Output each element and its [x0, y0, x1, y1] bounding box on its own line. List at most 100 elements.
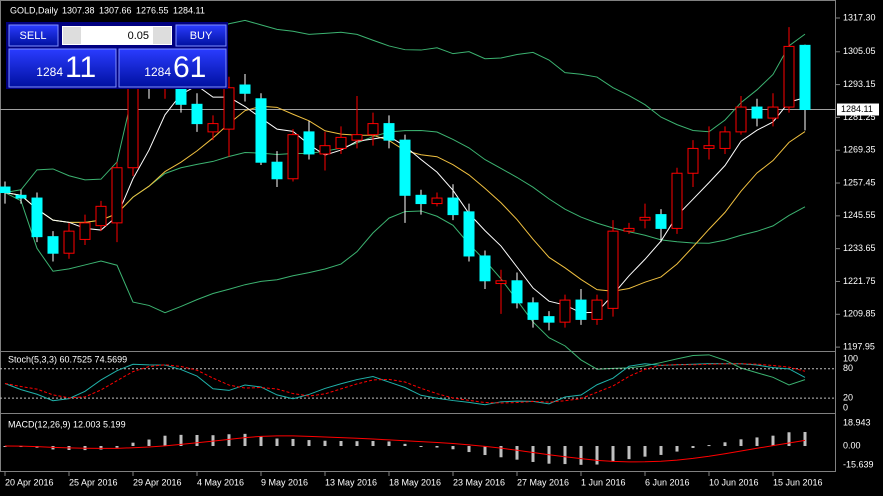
- macd-signal: [4, 435, 806, 463]
- macd-bar: [211, 435, 215, 447]
- macd-bar: [403, 443, 407, 447]
- candle-body: [527, 302, 539, 320]
- macd-bar: [755, 437, 759, 447]
- candle-body: [47, 236, 59, 254]
- candle-body: [63, 230, 75, 254]
- macd-bar: [531, 446, 535, 462]
- stoch-tick-label: 100: [843, 353, 858, 363]
- stoch-tick-label: 0: [843, 402, 848, 412]
- symbol-title: GOLD,Daily: [10, 5, 59, 15]
- macd-bar: [163, 435, 167, 447]
- candle-body: [799, 44, 811, 111]
- candle-body: [319, 145, 331, 155]
- x-tick-label: 9 May 2016: [261, 477, 308, 487]
- header-value: 1307.38: [62, 5, 95, 15]
- macd-bar: [355, 441, 359, 447]
- candle-body: [95, 205, 107, 227]
- macd-bar: [387, 441, 391, 447]
- macd-tick-label: -15.639: [843, 459, 874, 469]
- price-label-bg: [837, 103, 879, 116]
- candle-body: [479, 255, 491, 282]
- macd-bar: [243, 433, 247, 447]
- macd-bar: [467, 446, 471, 453]
- macd-bar: [595, 446, 599, 465]
- y-tick-label: 1209.85: [843, 309, 876, 319]
- macd-bar: [371, 440, 375, 447]
- candle-body: [463, 211, 475, 257]
- candle-body: [0, 186, 11, 194]
- y-tick-label: 1269.35: [843, 145, 876, 155]
- macd-bar: [723, 442, 727, 447]
- candle-body: [511, 280, 523, 304]
- candle-body: [671, 172, 683, 229]
- macd-bar: [563, 446, 567, 465]
- macd-bar: [659, 446, 663, 455]
- x-tick-label: 27 May 2016: [517, 477, 569, 487]
- candle-body: [623, 227, 635, 232]
- price-label: 1284.11: [841, 104, 873, 114]
- ask-small[interactable]: 61: [173, 51, 206, 84]
- x-tick-label: 6 Jun 2016: [645, 477, 690, 487]
- bid-small[interactable]: 11: [65, 51, 96, 84]
- macd-bar: [147, 439, 151, 447]
- bid-box[interactable]: [8, 48, 117, 88]
- macd-bar: [275, 438, 279, 447]
- macd-bar: [707, 445, 711, 447]
- macd-bar: [771, 435, 775, 447]
- candle-body: [719, 131, 731, 149]
- y-tick-label: 1257.45: [843, 177, 876, 187]
- macd-bar: [627, 446, 631, 460]
- candle-body: [431, 197, 443, 205]
- candle-body: [223, 87, 235, 130]
- macd-bar: [515, 446, 519, 460]
- macd-bar: [99, 446, 103, 450]
- candle-body: [351, 134, 363, 141]
- y-tick-label: 1221.75: [843, 276, 876, 286]
- stoch-k: [4, 363, 806, 406]
- candle-body: [399, 139, 411, 196]
- candle-body: [335, 136, 347, 149]
- macd-bar: [787, 432, 791, 447]
- candle-body: [191, 103, 203, 125]
- buy-label[interactable]: BUY: [190, 30, 213, 42]
- candle-body: [703, 145, 715, 149]
- y-tick-label: 1281.25: [843, 112, 876, 122]
- macd-bar: [499, 446, 503, 458]
- bid-big[interactable]: 1284: [36, 65, 63, 79]
- x-tick-label: 18 May 2016: [389, 477, 441, 487]
- macd-bar: [435, 446, 439, 448]
- x-tick-label: 15 Jun 2016: [773, 477, 823, 487]
- macd-bar: [339, 441, 343, 447]
- sell-button[interactable]: [8, 24, 59, 47]
- lot-up[interactable]: [153, 27, 171, 44]
- x-tick-label: 1 Jun 2016: [581, 477, 626, 487]
- macd-bar: [227, 434, 231, 447]
- candle-body: [255, 98, 267, 163]
- candle-body: [367, 123, 379, 136]
- macd-bar: [579, 446, 583, 465]
- candle-body: [543, 316, 555, 323]
- header-value: 1284.11: [173, 5, 205, 15]
- macd-bar: [179, 434, 183, 447]
- macd-bar: [259, 436, 263, 447]
- ask-big[interactable]: 1284: [144, 65, 171, 79]
- header-value: 1307.66: [99, 5, 132, 15]
- lot-value[interactable]: 0.05: [128, 30, 149, 42]
- y-tick-label: 1245.55: [843, 210, 876, 220]
- buy-button[interactable]: [175, 24, 227, 47]
- candle-body: [767, 106, 779, 119]
- sell-label[interactable]: SELL: [20, 30, 47, 42]
- lot-input[interactable]: [62, 26, 172, 45]
- frame: [0, 0, 836, 472]
- x-tick-label: 25 Apr 2016: [69, 477, 118, 487]
- y-tick-label: 1317.30: [843, 12, 876, 22]
- candle-body: [591, 299, 603, 320]
- y-tick-label: 1293.15: [843, 79, 876, 89]
- x-tick-label: 10 Jun 2016: [709, 477, 759, 487]
- ask-box[interactable]: [118, 48, 227, 88]
- macd-bar: [131, 442, 135, 447]
- lot-down[interactable]: [63, 27, 81, 44]
- x-tick-label: 29 Apr 2016: [133, 477, 182, 487]
